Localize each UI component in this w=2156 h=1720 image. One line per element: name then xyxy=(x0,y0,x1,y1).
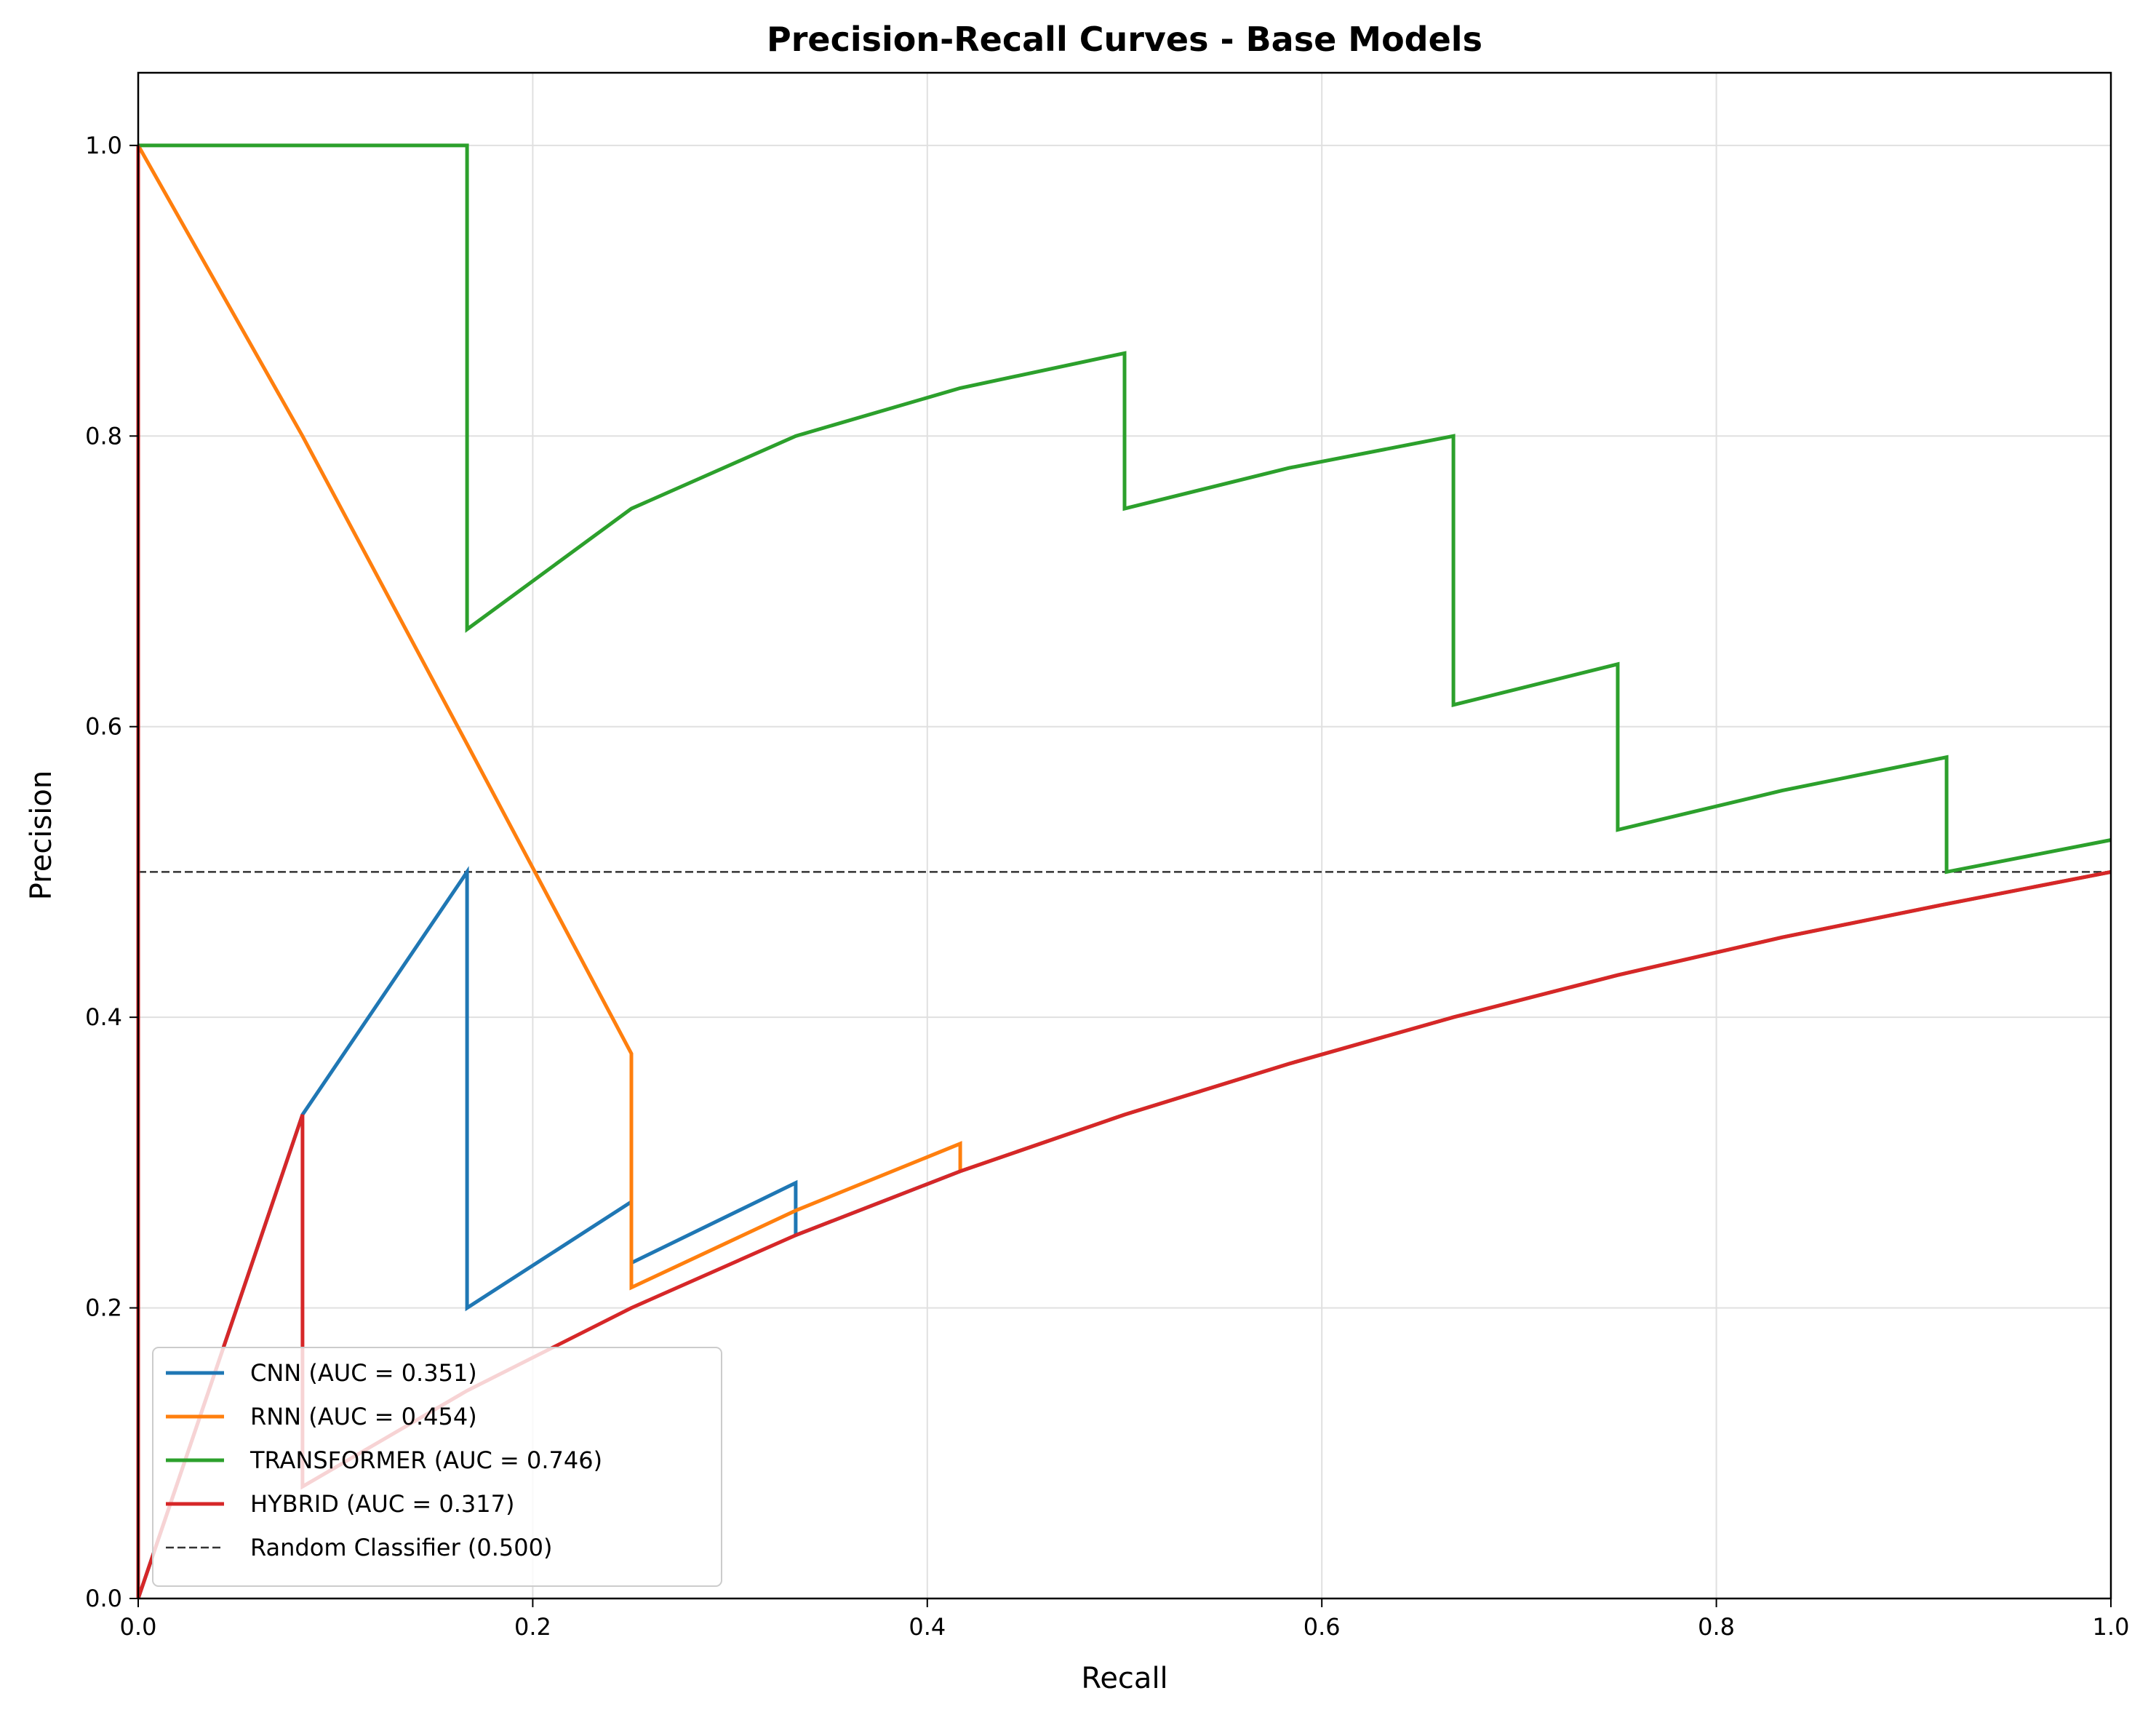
y-tick-label: 1.0 xyxy=(85,132,122,159)
x-tick-label: 0.8 xyxy=(1698,1613,1735,1641)
y-axis-ticks: 0.0 0.2 0.4 0.6 0.8 1.0 xyxy=(85,132,138,1612)
legend-label-rnn: RNN (AUC = 0.454) xyxy=(250,1403,477,1430)
plot-frame xyxy=(137,71,2112,1600)
chart-title: Precision-Recall Curves - Base Models xyxy=(767,20,1482,59)
y-axis-label: Precision xyxy=(25,771,58,900)
x-axis-ticks: 0.0 0.2 0.4 0.6 0.8 1.0 xyxy=(120,1598,2130,1641)
legend: CNN (AUC = 0.351) RNN (AUC = 0.454) TRANSF… xyxy=(152,1347,722,1587)
legend-label-transformer: TRANSFORMER (AUC = 0.746) xyxy=(249,1446,602,1474)
x-axis-label: Recall xyxy=(1081,1662,1167,1695)
x-tick-label: 0.0 xyxy=(120,1613,157,1641)
x-tick-label: 1.0 xyxy=(2093,1613,2130,1641)
legend-label-random-classifier: Random Classifier (0.500) xyxy=(250,1534,552,1561)
x-tick-label: 0.2 xyxy=(514,1613,551,1641)
y-tick-label: 0.6 xyxy=(85,713,122,741)
transformer-curve xyxy=(138,143,2112,875)
legend-box xyxy=(152,1347,722,1587)
y-tick-label: 0.8 xyxy=(85,422,122,450)
x-tick-label: 0.6 xyxy=(1303,1613,1341,1641)
y-tick-label: 0.2 xyxy=(85,1294,122,1322)
legend-label-hybrid: HYBRID (AUC = 0.317) xyxy=(250,1490,514,1518)
x-tick-label: 0.4 xyxy=(909,1613,946,1641)
y-tick-label: 0.0 xyxy=(85,1585,122,1612)
series-layer xyxy=(136,143,2112,1599)
hybrid-curve xyxy=(136,145,2112,1599)
y-tick-label: 0.4 xyxy=(85,1003,122,1031)
legend-label-cnn: CNN (AUC = 0.351) xyxy=(250,1359,477,1387)
